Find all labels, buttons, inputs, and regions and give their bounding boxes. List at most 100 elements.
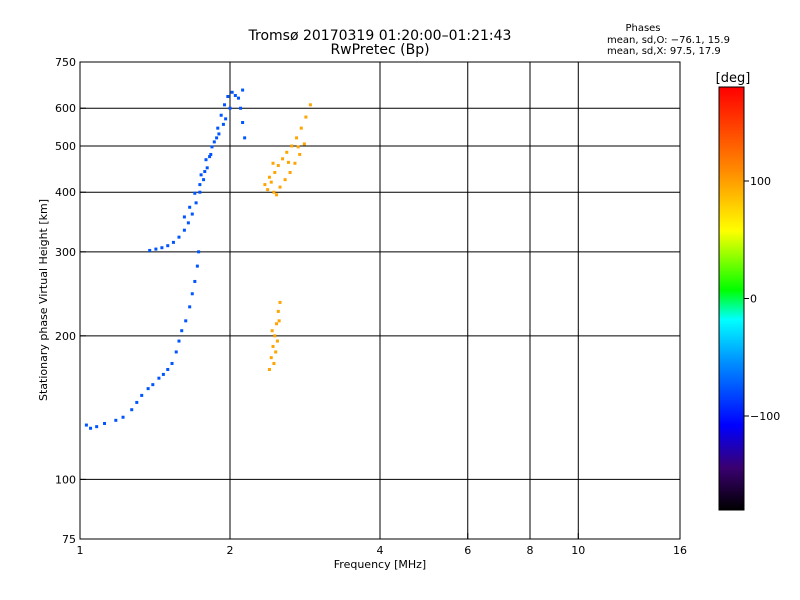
- y-tick-label: 75: [62, 533, 76, 546]
- colorbar-ticks: −100 0 100: [744, 175, 780, 423]
- data-point: [266, 188, 270, 192]
- data-point: [194, 201, 198, 205]
- data-point: [241, 121, 245, 125]
- data-point: [226, 94, 230, 98]
- data-point: [233, 94, 237, 98]
- data-point: [198, 190, 202, 194]
- data-point: [267, 175, 271, 179]
- data-point: [298, 152, 302, 156]
- chart-title: Tromsø 20170319 01:20:00–01:21:43: [248, 28, 512, 44]
- data-point: [193, 191, 197, 195]
- data-point: [281, 157, 285, 161]
- data-point: [285, 150, 289, 154]
- data-point: [236, 96, 240, 100]
- data-point: [273, 334, 277, 338]
- data-point: [154, 247, 158, 251]
- data-point: [278, 300, 282, 304]
- data-point: [295, 136, 299, 140]
- data-point: [186, 221, 190, 225]
- data-point: [241, 88, 245, 92]
- data-point: [228, 106, 232, 110]
- data-point: [130, 408, 134, 412]
- data-point: [193, 279, 197, 283]
- x-tick-label: 1: [77, 544, 84, 557]
- data-point: [296, 145, 300, 149]
- colorbar: [deg] −100 0 100: [716, 71, 780, 511]
- data-point: [275, 322, 279, 326]
- stats-heading: Phases: [625, 23, 660, 34]
- data-point: [114, 418, 118, 422]
- x-tick-label: 16: [673, 544, 687, 557]
- data-point: [276, 309, 280, 313]
- data-point: [267, 367, 271, 371]
- chart-subtitle: RwPretec (Bp): [330, 42, 429, 58]
- y-tick-label: 600: [55, 102, 76, 115]
- data-point: [151, 383, 155, 387]
- data-point: [197, 250, 201, 254]
- data-point: [184, 319, 188, 323]
- data-point: [274, 350, 278, 354]
- data-point: [190, 292, 194, 296]
- data-point: [84, 423, 88, 427]
- x-mode-series: [263, 103, 312, 371]
- data-point: [174, 350, 178, 354]
- data-point: [215, 136, 219, 140]
- data-point: [177, 235, 181, 239]
- data-point: [140, 393, 144, 397]
- data-point: [199, 173, 203, 177]
- data-point: [203, 170, 207, 174]
- data-point: [182, 215, 186, 219]
- data-point: [271, 161, 275, 165]
- data-point: [161, 372, 165, 376]
- y-tick-label: 750: [55, 56, 76, 69]
- data-point: [302, 142, 306, 146]
- data-point: [188, 205, 192, 209]
- data-point: [223, 103, 227, 107]
- data-point: [286, 160, 290, 164]
- data-point: [166, 367, 170, 371]
- o-mode-series: [84, 88, 247, 430]
- data-point: [269, 180, 273, 184]
- data-point: [209, 152, 213, 156]
- x-tick-label: 2: [227, 544, 234, 557]
- data-point: [275, 339, 279, 343]
- data-point: [230, 90, 234, 94]
- colorbar-tick-label: 100: [750, 175, 771, 188]
- data-point: [275, 193, 279, 197]
- y-tick-label: 100: [55, 473, 76, 486]
- data-point: [188, 305, 192, 309]
- data-point: [202, 178, 206, 182]
- data-point: [224, 117, 228, 121]
- data-point: [288, 170, 292, 174]
- y-tick-label: 300: [55, 246, 76, 259]
- data-point: [243, 136, 247, 140]
- colorbar-gradient: [718, 86, 745, 511]
- data-point: [121, 415, 125, 419]
- grid-lines: [80, 62, 680, 539]
- x-tick-label: 8: [527, 544, 534, 557]
- x-tick-label: 10: [571, 544, 585, 557]
- data-point: [308, 103, 312, 107]
- y-tick-label: 200: [55, 330, 76, 343]
- data-point: [283, 178, 287, 182]
- data-point: [273, 170, 277, 174]
- data-point: [278, 185, 282, 189]
- data-point: [205, 166, 209, 170]
- colorbar-tick-label: 0: [750, 293, 757, 306]
- data-point: [272, 190, 276, 194]
- data-point: [221, 122, 225, 126]
- data-point: [146, 387, 150, 391]
- data-point: [182, 228, 186, 232]
- data-point: [239, 106, 243, 110]
- data-point: [208, 155, 212, 159]
- data-point: [263, 183, 267, 187]
- y-tick-label: 500: [55, 140, 76, 153]
- data-point: [166, 244, 170, 248]
- data-point: [217, 132, 221, 136]
- x-axis-label: Frequency [MHz]: [334, 558, 426, 571]
- data-point: [103, 421, 107, 425]
- data-point: [269, 356, 273, 360]
- data-point: [212, 140, 216, 144]
- data-point: [270, 329, 274, 333]
- data-points: [84, 88, 312, 430]
